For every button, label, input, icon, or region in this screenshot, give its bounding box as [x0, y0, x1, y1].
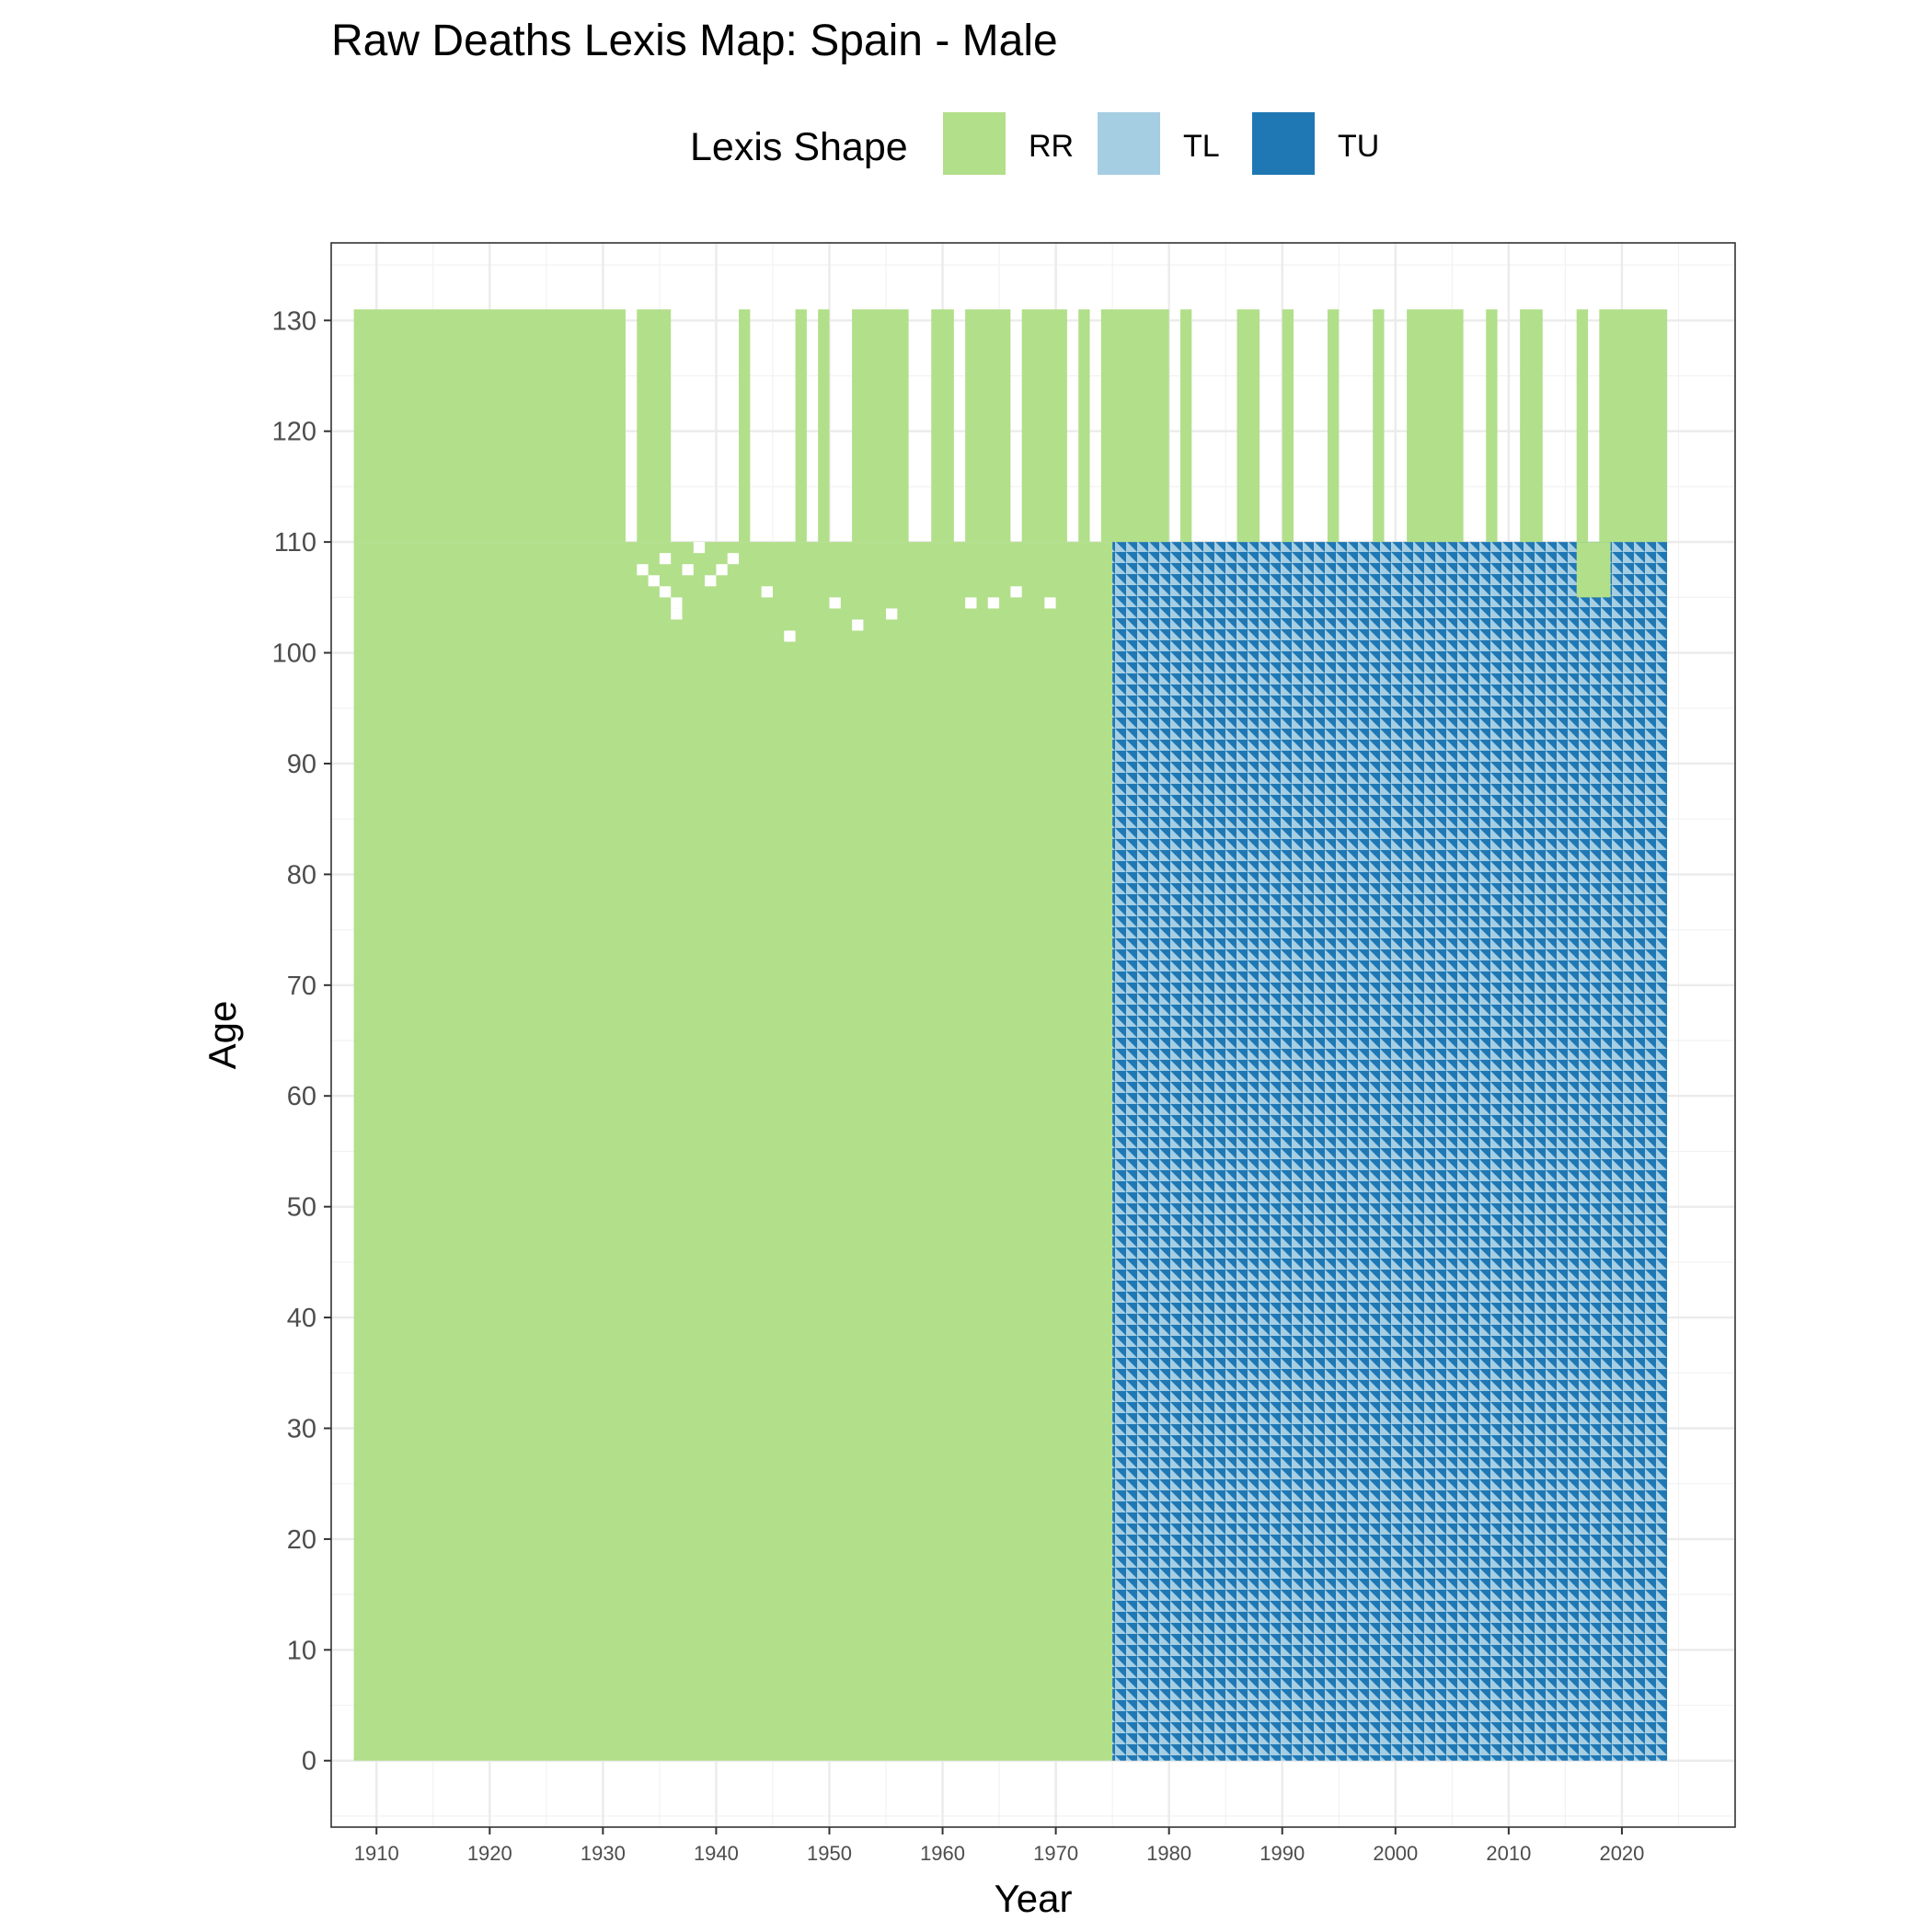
- rr-open-age-bar: [1021, 309, 1067, 543]
- y-axis-label: Age: [201, 1001, 244, 1070]
- legend: Lexis Shape RR TL TU: [690, 112, 1379, 175]
- x-tick-label: 2020: [1599, 1842, 1644, 1865]
- missing-cell: [987, 597, 1000, 609]
- rr-open-age-bar: [739, 309, 751, 543]
- missing-cell: [705, 575, 717, 587]
- legend-label-rr: RR: [1029, 129, 1074, 164]
- x-tick-label: 1920: [467, 1842, 512, 1865]
- rr-open-age-bar: [1282, 309, 1294, 543]
- missing-cell: [784, 630, 796, 642]
- rr-open-age-bar: [818, 309, 830, 543]
- y-tick-label: 20: [287, 1525, 316, 1555]
- missing-cell: [727, 553, 740, 565]
- y-tick-label: 130: [272, 306, 316, 336]
- plot-panel: [330, 242, 1736, 1828]
- y-tick-label: 30: [287, 1414, 316, 1443]
- x-tick-label: 1980: [1146, 1842, 1191, 1865]
- missing-cell: [886, 608, 898, 620]
- legend-label-tu: TU: [1338, 129, 1379, 164]
- rr-open-age-bar: [1327, 309, 1340, 543]
- missing-cell: [693, 542, 706, 554]
- y-axis: 0 10 20 30 40 50 60 70 80 90 100 110 120 130: [272, 306, 331, 1777]
- tl-tu-triangle-region: [1112, 542, 1668, 1761]
- rr-open-age-bar: [1520, 309, 1543, 543]
- x-tick-label: 1990: [1259, 1842, 1305, 1865]
- y-tick-label: 40: [287, 1304, 316, 1333]
- x-axis-label: Year: [995, 1877, 1073, 1920]
- rr-open-age-bar: [1179, 309, 1192, 543]
- legend-label-tl: TL: [1183, 129, 1220, 164]
- legend-key-tl: [1098, 112, 1160, 175]
- x-tick-label: 2010: [1486, 1842, 1531, 1865]
- y-tick-label: 60: [287, 1082, 316, 1111]
- x-tick-label: 1940: [694, 1842, 739, 1865]
- x-tick-label: 1970: [1033, 1842, 1078, 1865]
- missing-cell: [659, 586, 672, 598]
- missing-cell: [829, 597, 841, 609]
- x-axis: 1910 1920 1930 1940 1950 1960 1970 1980 1990 2000…: [354, 1827, 1644, 1865]
- data-layer: [353, 309, 1668, 1761]
- rr-open-age-bar: [1576, 309, 1589, 543]
- y-tick-label: 70: [287, 972, 316, 1001]
- missing-cell: [671, 608, 683, 620]
- y-tick-label: 80: [287, 860, 316, 890]
- x-tick-label: 1960: [920, 1842, 965, 1865]
- rr-open-age-bar: [1373, 309, 1385, 543]
- rr-region-overlay: [1576, 542, 1611, 598]
- rr-region: [353, 542, 1113, 1761]
- y-tick-label: 50: [287, 1193, 316, 1223]
- rr-open-age-bar: [637, 309, 672, 543]
- missing-cell: [1010, 586, 1022, 598]
- y-tick-label: 120: [272, 418, 316, 447]
- rr-open-age-bar: [1486, 309, 1498, 543]
- rr-open-age-bar: [1407, 309, 1464, 543]
- chart-title: Raw Deaths Lexis Map: Spain - Male: [331, 17, 1058, 65]
- missing-cell: [852, 619, 864, 631]
- x-tick-label: 1930: [581, 1842, 626, 1865]
- missing-cell: [682, 564, 694, 576]
- legend-title: Lexis Shape: [690, 125, 908, 169]
- panel-border: [330, 242, 1736, 1828]
- missing-cell: [716, 564, 728, 576]
- rr-open-age-bar: [1236, 309, 1260, 543]
- rr-open-age-bar: [965, 309, 1011, 543]
- x-tick-label: 1910: [354, 1842, 399, 1865]
- rr-open-age-bar: [931, 309, 954, 543]
- y-tick-label: 100: [272, 639, 316, 669]
- x-tick-label: 1950: [807, 1842, 852, 1865]
- legend-key-tu: [1252, 112, 1315, 175]
- rr-open-age-bar: [795, 309, 807, 543]
- y-tick-label: 0: [302, 1747, 316, 1777]
- missing-cell: [637, 564, 649, 576]
- rr-open-age-bar: [1599, 309, 1668, 543]
- missing-cell: [648, 575, 660, 587]
- missing-cell: [965, 597, 977, 609]
- rr-open-age-bar: [852, 309, 909, 543]
- rr-open-age-bar: [1078, 309, 1090, 543]
- rr-open-age-bar: [353, 309, 626, 543]
- missing-cell: [1044, 597, 1056, 609]
- x-tick-label: 2000: [1373, 1842, 1418, 1865]
- legend-key-rr: [943, 112, 1006, 175]
- y-tick-label: 10: [287, 1636, 316, 1665]
- rr-open-age-bar: [1100, 309, 1169, 543]
- missing-cell: [659, 553, 672, 565]
- missing-cell: [671, 597, 683, 609]
- y-tick-label: 110: [274, 528, 316, 558]
- y-tick-label: 90: [287, 750, 316, 779]
- missing-cell: [761, 586, 773, 598]
